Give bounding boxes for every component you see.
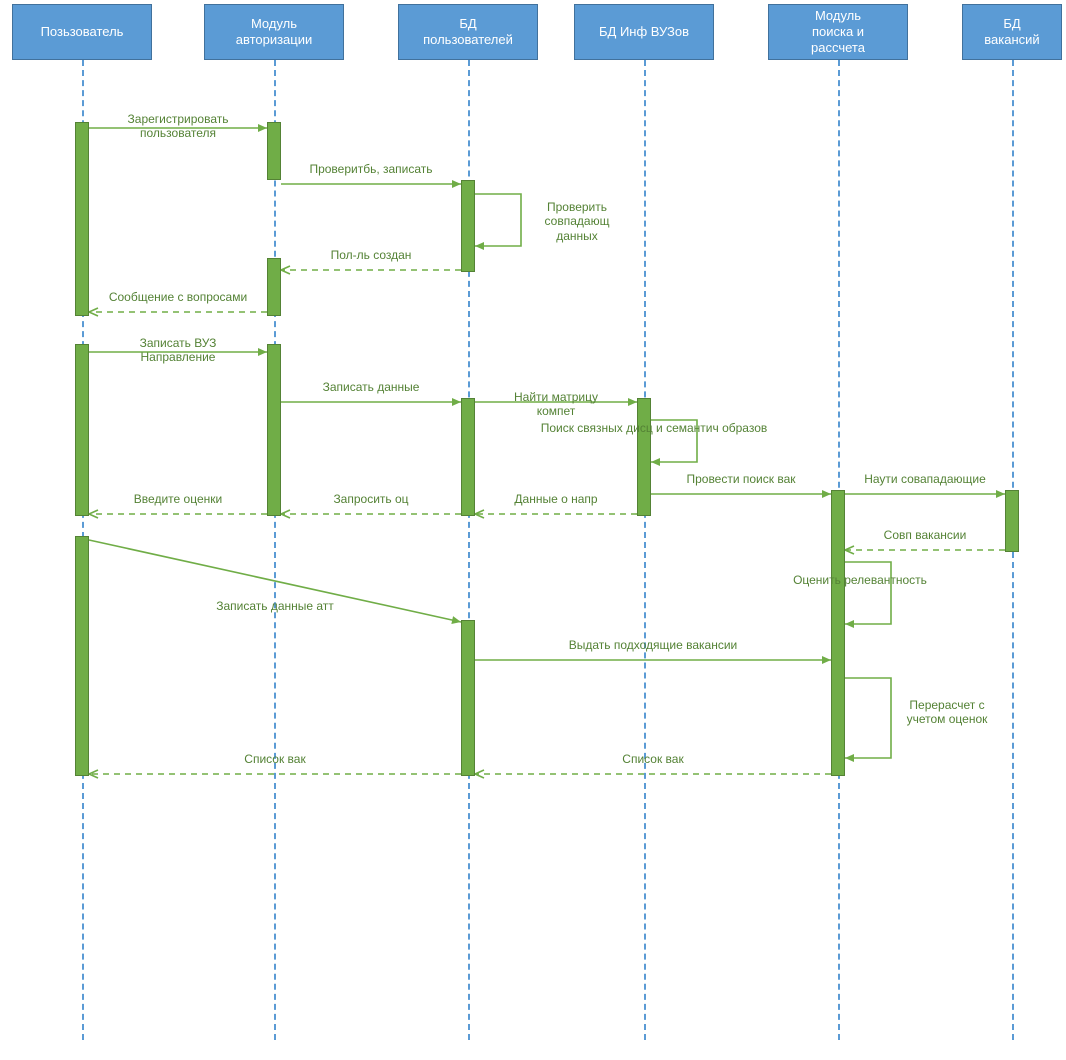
selfmsg-label-3: Перерасчет с учетом оценок — [897, 698, 997, 727]
lifeline-dbuni — [644, 60, 646, 1040]
msg-label-5: Записать данные — [286, 380, 456, 394]
activation-dbuni-7 — [637, 398, 651, 516]
msg-label-6: Найти матрицу компет — [480, 390, 632, 419]
activation-user-0 — [75, 122, 89, 316]
selfmsg-label-1: Поиск связных дисц и семантич образов — [524, 421, 784, 435]
msg-label-11: Введите оценки — [94, 492, 262, 506]
msg-label-9: Данные о напр — [480, 492, 632, 506]
activation-search-8 — [831, 490, 845, 776]
activation-dbuser-6 — [461, 398, 475, 516]
sequence-diagram: Позьзователь Модуль авторизации БД пользов… — [0, 0, 1066, 1060]
msg-label-2: Пол-ль создан — [286, 248, 456, 262]
msg-label-13: Записать данные атт — [185, 599, 365, 613]
activation-dbuser-11 — [461, 620, 475, 776]
participant-user: Позьзователь — [12, 4, 152, 60]
msg-label-7: Провести поиск вак — [656, 472, 826, 486]
participant-auth: Модуль авторизации — [204, 4, 344, 60]
msg-label-3: Сообщение с вопросами — [94, 290, 262, 304]
msg-label-4: Записать ВУЗ Направление — [94, 336, 262, 365]
msg-label-14: Выдать подходящие вакансии — [480, 638, 826, 652]
lifeline-auth — [274, 60, 276, 1040]
msg-label-16: Список вак — [94, 752, 456, 766]
msg-label-0: Зарегистрировать пользователя — [94, 112, 262, 141]
participant-dbuser: БД пользователей — [398, 4, 538, 60]
msg-label-10: Запросить оц — [286, 492, 456, 506]
participant-search: Модуль поиска и рассчета — [768, 4, 908, 60]
activation-user-4 — [75, 344, 89, 516]
activation-user-10 — [75, 536, 89, 776]
activation-dbuser-3 — [461, 180, 475, 272]
activation-auth-5 — [267, 344, 281, 516]
msg-label-8: Наути совападающие — [850, 472, 1000, 486]
msg-label-12: Совп вакансии — [850, 528, 1000, 542]
activation-auth-2 — [267, 258, 281, 316]
activation-auth-1 — [267, 122, 281, 180]
msg-label-1: Проверитбь, записать — [286, 162, 456, 176]
selfmsg-label-0: Проверить совпадающ данных — [527, 200, 627, 243]
participant-dbvac: БД вакансий — [962, 4, 1062, 60]
msg-label-15: Список вак — [480, 752, 826, 766]
activation-dbvac-9 — [1005, 490, 1019, 552]
selfmsg-label-2: Оценить релевантность — [780, 573, 940, 587]
participant-dbuni: БД Инф ВУЗов — [574, 4, 714, 60]
